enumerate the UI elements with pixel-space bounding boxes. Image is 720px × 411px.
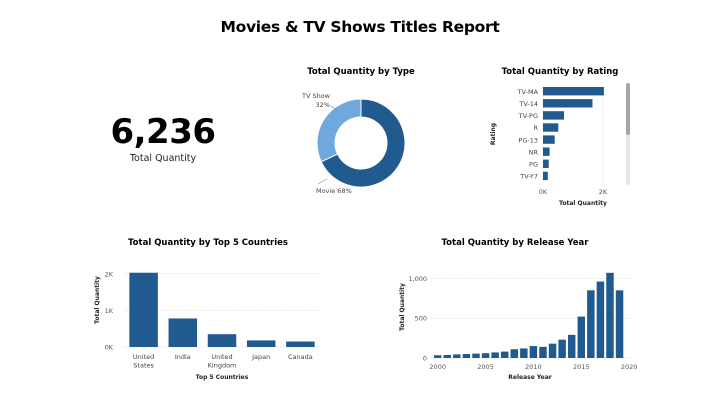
country-chart-title: Total Quantity by Top 5 Countries — [128, 238, 288, 248]
movie-slice-label: Movie 68% — [316, 187, 352, 195]
tvshow-slice-label-line1: TV Show — [301, 92, 331, 100]
country-y-axis-label: Total Quantity — [94, 276, 101, 324]
year-ytick-label: 0 — [423, 355, 427, 363]
country-category-label: United — [211, 353, 232, 361]
year-bar-2015 — [577, 316, 586, 358]
country-ytick-label: 2K — [105, 270, 114, 278]
country-category-label: India — [175, 353, 191, 361]
year-ytick-label: 1,000 — [408, 275, 427, 283]
rating-bar-tv-y7 — [543, 171, 548, 181]
year-x-axis-label: Release Year — [508, 374, 552, 381]
rating-x-axis-label: Total Quantity — [559, 200, 607, 207]
kpi-total-quantity-label: Total Quantity — [129, 153, 197, 164]
year-xtick-label: 2005 — [477, 363, 494, 371]
country-category-label: Canada — [288, 353, 313, 361]
year-bar-2000 — [433, 355, 442, 358]
year-bar-2009 — [520, 348, 528, 358]
year-bar-2014 — [567, 334, 576, 358]
rating-bar-pg-13 — [543, 135, 555, 144]
rating-chart-scroll-thumb[interactable] — [626, 83, 630, 135]
rating-category-label: TV-MA — [517, 88, 539, 96]
rating-category-label: PG — [529, 161, 538, 169]
rating-bar-tv-ma — [543, 87, 604, 96]
year-chart-title: Total Quantity by Release Year — [442, 238, 590, 248]
year-bar-2018 — [606, 272, 614, 358]
rating-bar-pg — [543, 159, 549, 168]
tvshow-leader-line — [330, 105, 339, 112]
year-y-axis-label: Total Quantity — [399, 283, 406, 331]
rating-category-label: NR — [529, 148, 539, 156]
rating-bar-nr — [543, 147, 550, 156]
rating-bar-tv-pg — [543, 111, 564, 120]
year-bar-2001 — [443, 354, 452, 358]
year-bar-2013 — [558, 339, 566, 358]
year-bar-2011 — [539, 346, 547, 358]
country-category-label: Japan — [251, 353, 270, 361]
country-x-axis-label: Top 5 Countries — [196, 374, 249, 381]
year-xtick-label: 2020 — [621, 363, 638, 371]
rating-chart-title: Total Quantity by Rating — [502, 67, 619, 77]
year-bar-2006 — [491, 352, 499, 358]
year-bar-2016 — [587, 290, 595, 358]
donut-slice-tv-show — [316, 98, 362, 163]
country-bar-japan — [246, 340, 276, 347]
rating-xtick-label: 0K — [539, 188, 548, 196]
year-bar-2008 — [510, 349, 519, 358]
year-xtick-label: 2015 — [573, 363, 590, 371]
year-bar-2010 — [529, 346, 538, 358]
rating-category-label: PG-13 — [518, 136, 538, 144]
year-bar-2005 — [481, 353, 490, 358]
type-chart-title: Total Quantity by Type — [307, 67, 415, 77]
country-category-label: States — [133, 362, 154, 370]
rating-y-axis-label: Rating — [490, 123, 497, 145]
year-bar-2007 — [500, 351, 509, 358]
year-bar-2017 — [596, 281, 605, 358]
country-category-label: United — [133, 353, 154, 361]
year-xtick-label: 2010 — [525, 363, 542, 371]
country-bar-india — [168, 318, 198, 347]
country-ytick-label: 1K — [105, 307, 114, 315]
donut-slice-movie — [320, 98, 406, 188]
page-title: Movies & TV Shows Titles Report — [220, 18, 500, 36]
rating-category-label: TV-Y7 — [519, 173, 538, 181]
year-bar-2012 — [548, 343, 557, 358]
rating-category-label: R — [533, 124, 538, 132]
movie-leader-line — [317, 178, 328, 185]
year-bar-2003 — [462, 354, 471, 358]
rating-bar-tv-14 — [543, 99, 593, 108]
year-xtick-label: 2000 — [429, 363, 446, 371]
country-ytick-label: 0K — [105, 344, 114, 352]
rating-bar-r — [543, 123, 559, 132]
year-bar-2002 — [453, 354, 461, 358]
country-category-label: Kingdom — [208, 362, 237, 370]
rating-category-label: TV-14 — [518, 100, 538, 108]
year-ytick-label: 500 — [415, 315, 427, 323]
year-bar-2019 — [615, 290, 624, 358]
kpi-total-quantity-value: 6,236 — [110, 112, 216, 152]
country-bar-canada — [286, 341, 315, 347]
country-bar-united-states — [129, 272, 158, 347]
tvshow-slice-label-line2: 32% — [316, 101, 330, 109]
year-bar-2004 — [472, 353, 480, 358]
rating-xtick-label: 2K — [599, 188, 608, 196]
rating-category-label: TV-PG — [518, 112, 538, 120]
country-bar-united-kingdom — [207, 334, 237, 347]
